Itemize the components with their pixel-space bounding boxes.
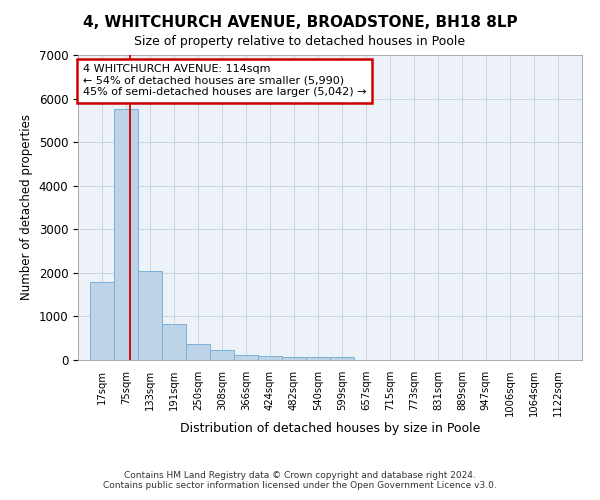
Text: Size of property relative to detached houses in Poole: Size of property relative to detached ho… [134,35,466,48]
Text: 4, WHITCHURCH AVENUE, BROADSTONE, BH18 8LP: 4, WHITCHURCH AVENUE, BROADSTONE, BH18 8… [83,15,517,30]
Bar [282,356,306,360]
X-axis label: Distribution of detached houses by size in Poole: Distribution of detached houses by size … [180,422,480,435]
Bar [138,270,162,360]
Bar [162,324,186,360]
Bar [90,282,114,360]
Text: Contains HM Land Registry data © Crown copyright and database right 2024.
Contai: Contains HM Land Registry data © Crown c… [103,470,497,490]
Bar [234,355,258,360]
Text: 4 WHITCHURCH AVENUE: 114sqm
← 54% of detached houses are smaller (5,990)
45% of : 4 WHITCHURCH AVENUE: 114sqm ← 54% of det… [83,64,367,98]
Bar [210,350,234,360]
Y-axis label: Number of detached properties: Number of detached properties [20,114,33,300]
Bar [186,344,210,360]
Bar [258,356,282,360]
Bar [330,357,354,360]
Bar [306,356,330,360]
Bar [114,109,138,360]
